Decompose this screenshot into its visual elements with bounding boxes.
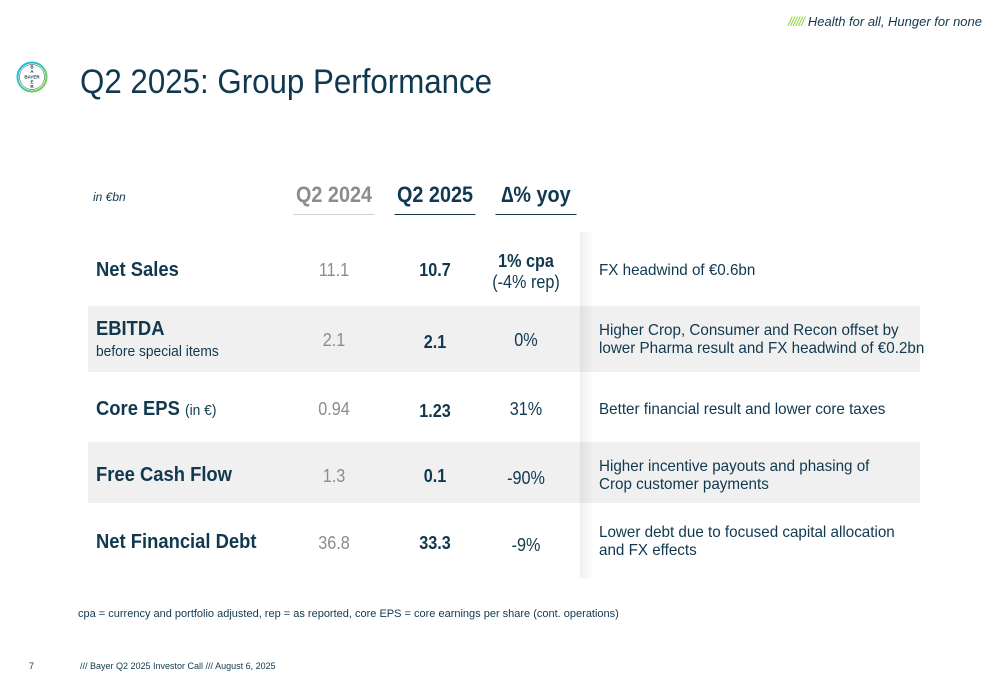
table-row-core-eps: Core EPS (in €) 0.94 1.23 31% Better fin… [88, 372, 920, 442]
row-label: EBITDA [96, 318, 165, 340]
value-current: 1.23 [419, 401, 451, 421]
value-delta: -9% [511, 535, 541, 555]
value-prior: 36.8 [318, 533, 350, 553]
svg-text:E: E [30, 80, 33, 85]
col-header-current: Q2 2025 [394, 180, 476, 215]
value-delta: 0% [514, 330, 538, 350]
comment-line: Lower debt due to focused capital alloca… [599, 524, 895, 541]
value-current: 10.7 [419, 260, 451, 280]
unit-label: in €bn [93, 190, 126, 204]
row-label: Net Sales [96, 259, 179, 281]
row-comment: Higher Crop, Consumer and Recon offset b… [599, 322, 924, 358]
comment-line: lower Pharma result and FX headwind of €… [599, 340, 925, 357]
footer-text: /// Bayer Q2 2025 Investor Call /// Augu… [80, 661, 276, 671]
comment-line: Better financial result and lower core t… [599, 401, 886, 418]
table-row-ebitda: EBITDA before special items 2.1 2.1 0% H… [88, 306, 924, 372]
comment-line: Crop customer payments [599, 476, 769, 493]
row-label-suffix: (in €) [184, 402, 217, 419]
delta-cpa: 1% cpa [498, 251, 554, 271]
row-label: Free Cash Flow [96, 464, 232, 486]
value-current: 2.1 [423, 332, 447, 352]
value-delta: -90% [507, 468, 545, 488]
footnote: cpa = currency and portfolio adjusted, r… [78, 608, 619, 620]
table-row-net-sales: Net Sales 11.1 10.7 1% cpa (-4% rep) FX … [88, 236, 920, 306]
value-prior: 2.1 [322, 330, 346, 350]
row-comment: Higher incentive payouts and phasing of … [599, 458, 869, 494]
tagline: //////Health for all, Hunger for none [788, 14, 982, 29]
column-divider-shadow [580, 232, 594, 578]
value-prior: 1.3 [322, 466, 346, 486]
comment-line: Higher incentive payouts and phasing of [599, 458, 870, 475]
row-sublabel: before special items [96, 343, 219, 360]
svg-text:B: B [30, 65, 34, 70]
tagline-slashes: ////// [788, 14, 805, 29]
page-title: Q2 2025: Group Performance [80, 63, 493, 101]
row-label-text: Core EPS [96, 398, 180, 420]
tagline-text: Health for all, Hunger for none [807, 14, 982, 29]
value-prior: 0.94 [318, 399, 350, 419]
col-header-delta: ∆% yoy [495, 180, 577, 215]
table-row-free-cash-flow: Free Cash Flow 1.3 0.1 -90% Higher incen… [88, 442, 920, 503]
row-label: Core EPS (in €) [96, 398, 216, 421]
comment-line: FX headwind of €0.6bn [599, 262, 756, 279]
svg-text:BAYER: BAYER [24, 75, 40, 80]
bayer-logo: B A BAYER E R [16, 61, 48, 93]
value-delta: 1% cpa (-4% rep) [486, 251, 567, 293]
col-header-prior: Q2 2024 [293, 180, 375, 215]
value-prior: 11.1 [318, 260, 350, 280]
comment-line: Higher Crop, Consumer and Recon offset b… [599, 322, 899, 339]
value-current: 0.1 [423, 466, 447, 486]
table-row-net-financial-debt: Net Financial Debt 36.8 33.3 -9% Lower d… [88, 503, 920, 578]
svg-text:A: A [30, 69, 34, 74]
delta-rep: (-4% rep) [492, 272, 560, 292]
value-current: 33.3 [419, 533, 451, 553]
page-number: 7 [29, 661, 35, 671]
svg-text:R: R [30, 84, 34, 89]
row-comment: Lower debt due to focused capital alloca… [599, 524, 895, 560]
row-comment: FX headwind of €0.6bn [599, 262, 755, 280]
row-comment: Better financial result and lower core t… [599, 401, 885, 419]
row-label: Net Financial Debt [96, 531, 257, 553]
value-delta: 31% [509, 399, 543, 419]
comment-line: and FX effects [599, 542, 697, 559]
